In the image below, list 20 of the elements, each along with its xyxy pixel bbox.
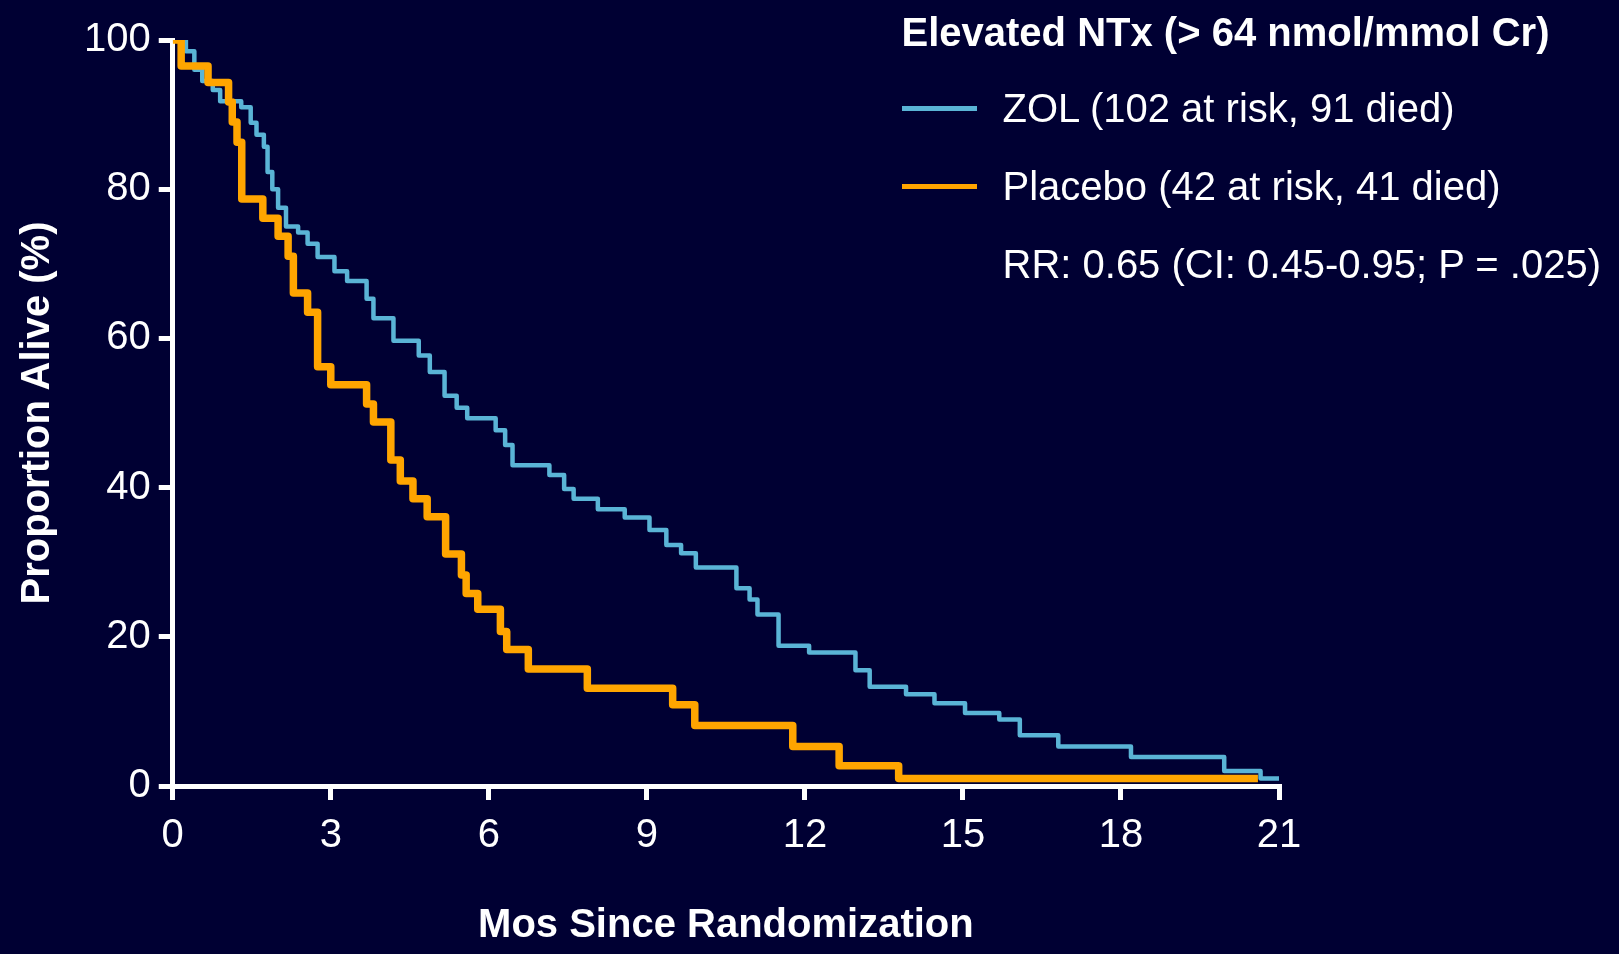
x-tick-label: 6 xyxy=(477,811,500,856)
x-tick-label: 9 xyxy=(635,811,658,856)
legend-title: Elevated NTx (> 64 nmol/mmol Cr) xyxy=(901,10,1551,55)
x-tick-label: 0 xyxy=(161,811,184,856)
y-tick-label: 20 xyxy=(106,611,151,656)
y-tick-label: 80 xyxy=(106,164,151,209)
y-tick-label: 40 xyxy=(106,462,151,507)
x-tick-label: 21 xyxy=(1256,811,1302,856)
y-tick-label: 0 xyxy=(128,761,151,806)
x-tick-label: 3 xyxy=(319,811,342,856)
x-tick-label: 18 xyxy=(1098,811,1144,856)
x-tick-label: 15 xyxy=(940,811,986,856)
x-tick-label: 12 xyxy=(782,811,828,856)
annotation: RR: 0.65 (CI: 0.45-0.95; P = .025) xyxy=(1002,240,1601,288)
y-tick-label: 100 xyxy=(83,15,151,60)
x-axis-title: Mos Since Randomization xyxy=(478,901,974,946)
y-tick-label: 60 xyxy=(106,313,151,358)
legend-label: Placebo (42 at risk, 41 died) xyxy=(1002,163,1501,209)
legend-label: ZOL (102 at risk, 91 died) xyxy=(1002,85,1455,131)
y-axis-title: Proportion Alive (%) xyxy=(13,221,58,605)
